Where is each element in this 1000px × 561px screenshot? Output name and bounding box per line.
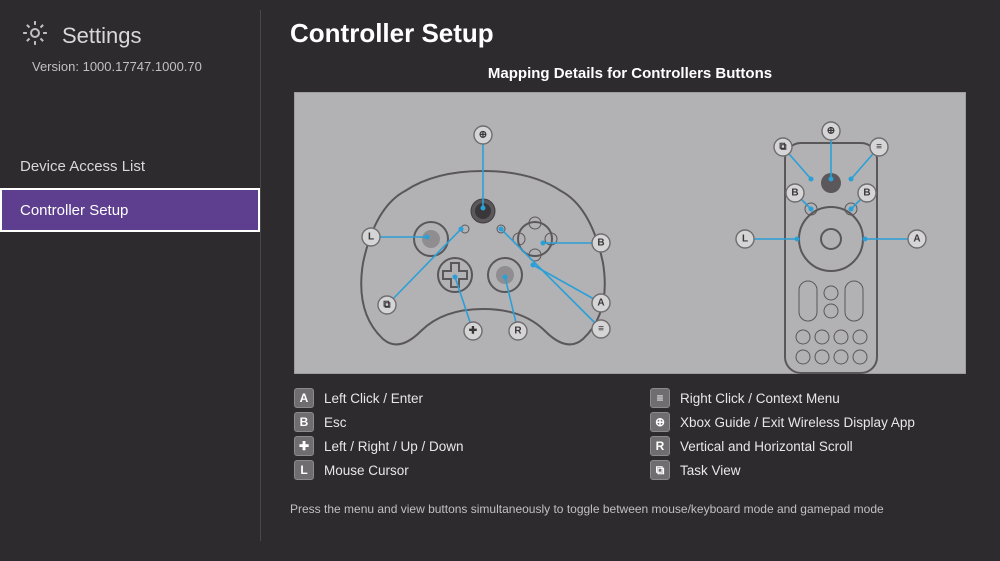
legend-glyph-icon: ⊕: [650, 412, 670, 432]
legend-col-left: A Left Click / Enter B Esc ✚ Left / Right / U…: [294, 384, 610, 484]
version-label: Version: 1000.17747.1000.70: [0, 53, 260, 74]
svg-text:≡: ≡: [876, 142, 882, 153]
svg-text:✚: ✚: [469, 326, 478, 337]
legend-glyph-icon: A: [294, 388, 314, 408]
legend-label: Vertical and Horizontal Scroll: [680, 439, 853, 454]
page-title: Controller Setup: [290, 18, 970, 49]
diagram-svg: ⊕ L B ⧉ A ✚ R ≡: [295, 93, 967, 375]
svg-text:L: L: [368, 232, 374, 243]
sidebar-item-controller-setup[interactable]: Controller Setup: [0, 188, 260, 232]
legend-label: Left Click / Enter: [324, 391, 423, 406]
svg-text:A: A: [597, 298, 604, 309]
svg-text:⊕: ⊕: [827, 126, 835, 137]
svg-text:L: L: [742, 234, 748, 245]
sidebar: Settings Version: 1000.17747.1000.70 Dev…: [0, 0, 260, 561]
legend-glyph-icon: ⧉: [650, 460, 670, 480]
legend-glyph-icon: ≡: [650, 388, 670, 408]
sidebar-item-label: Device Access List: [20, 158, 145, 175]
svg-text:A: A: [913, 234, 920, 245]
legend-row: R Vertical and Horizontal Scroll: [650, 436, 966, 456]
legend-label: Task View: [680, 463, 741, 478]
legend-glyph-icon: R: [650, 436, 670, 456]
legend-row: ≡ Right Click / Context Menu: [650, 388, 966, 408]
sidebar-header: Settings: [0, 18, 260, 53]
gear-icon: [20, 18, 50, 53]
nav-list: Device Access List Controller Setup: [0, 144, 260, 232]
svg-text:B: B: [597, 238, 604, 249]
legend-row: A Left Click / Enter: [294, 388, 610, 408]
legend-row: ⊕ Xbox Guide / Exit Wireless Display App: [650, 412, 966, 432]
diagram-subtitle: Mapping Details for Controllers Buttons: [290, 65, 970, 82]
svg-text:⊕: ⊕: [479, 130, 487, 141]
legend-row: ⧉ Task View: [650, 460, 966, 480]
svg-text:B: B: [863, 188, 870, 199]
svg-text:⧉: ⧉: [779, 142, 786, 153]
legend-glyph-icon: B: [294, 412, 314, 432]
legend-label: Mouse Cursor: [324, 463, 409, 478]
legend-label: Esc: [324, 415, 347, 430]
main-content: Controller Setup Mapping Details for Con…: [260, 0, 1000, 561]
sidebar-item-device-access-list[interactable]: Device Access List: [0, 144, 260, 188]
svg-text:⧉: ⧉: [383, 300, 390, 311]
svg-text:≡: ≡: [598, 324, 604, 335]
legend-label: Right Click / Context Menu: [680, 391, 840, 406]
legend-glyph-icon: ✚: [294, 436, 314, 456]
legend-col-right: ≡ Right Click / Context Menu ⊕ Xbox Guide /…: [650, 384, 966, 484]
svg-text:R: R: [514, 326, 522, 337]
legend: A Left Click / Enter B Esc ✚ Left / Right / U…: [294, 384, 966, 484]
sidebar-item-label: Controller Setup: [20, 202, 128, 219]
svg-text:B: B: [791, 188, 798, 199]
controller-diagram: ⊕ L B ⧉ A ✚ R ≡: [294, 92, 966, 374]
legend-row: L Mouse Cursor: [294, 460, 610, 480]
legend-glyph-icon: L: [294, 460, 314, 480]
legend-row: ✚ Left / Right / Up / Down: [294, 436, 610, 456]
legend-label: Left / Right / Up / Down: [324, 439, 464, 454]
settings-title: Settings: [62, 23, 142, 49]
legend-row: B Esc: [294, 412, 610, 432]
legend-label: Xbox Guide / Exit Wireless Display App: [680, 415, 915, 430]
footer-note: Press the menu and view buttons simultan…: [290, 502, 970, 516]
